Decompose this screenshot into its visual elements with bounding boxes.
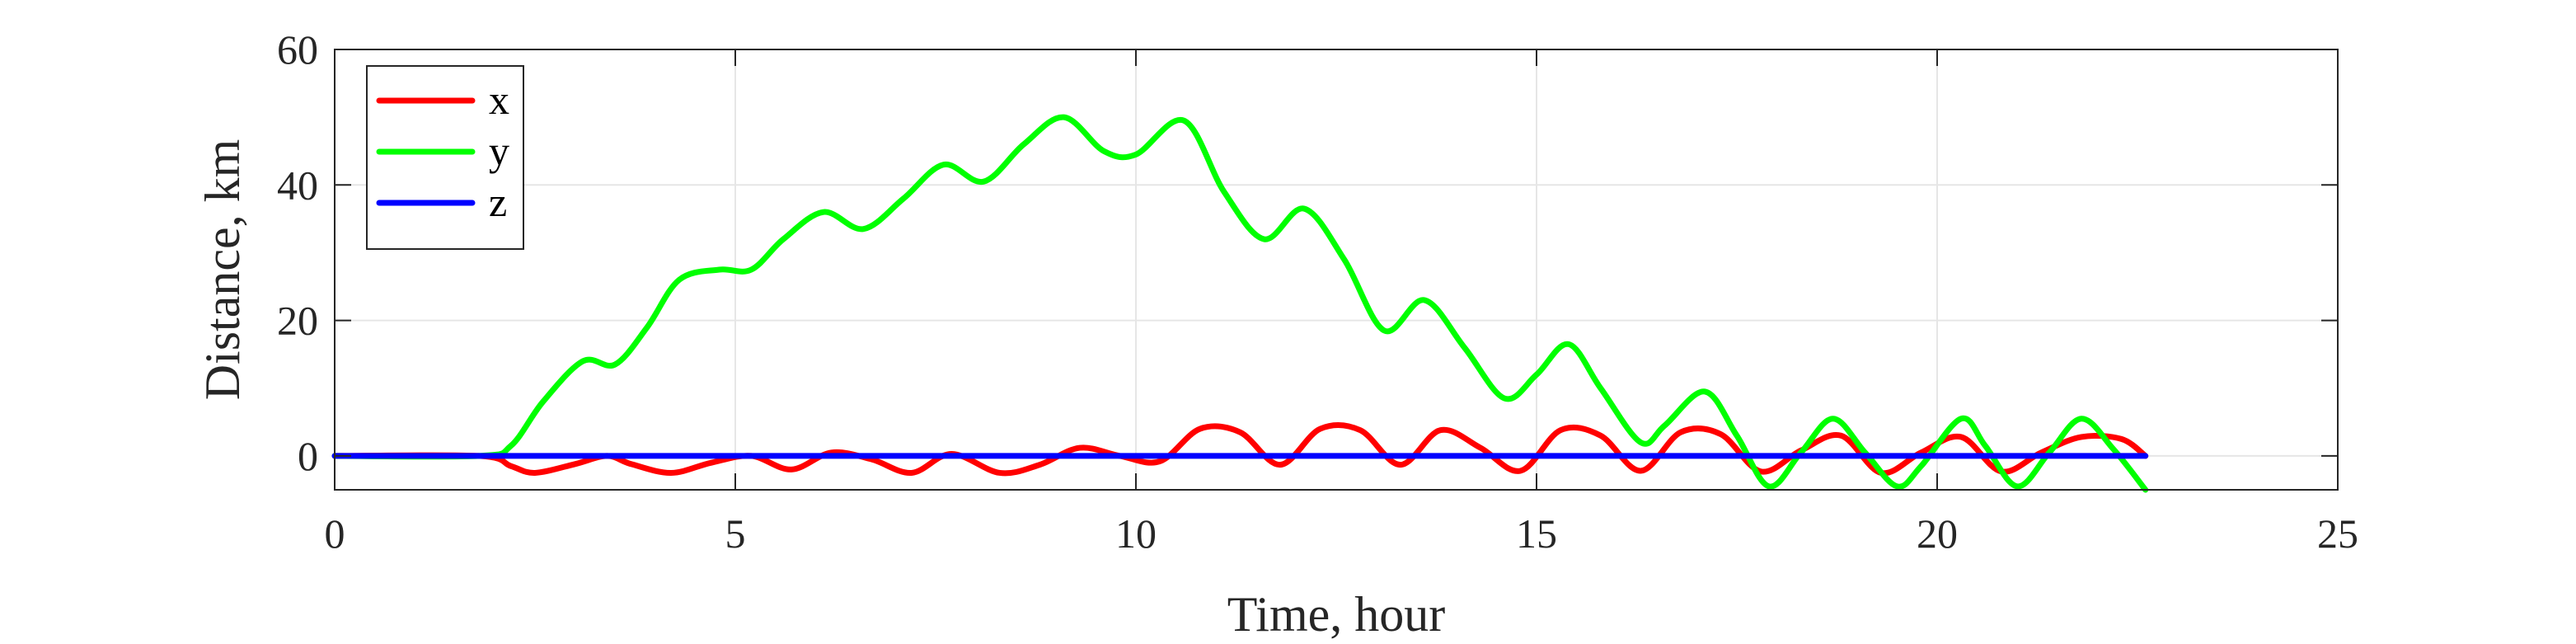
y-axis-label: Distance, km xyxy=(195,139,250,401)
x-tick-label: 15 xyxy=(1516,510,1557,557)
x-tick-label: 5 xyxy=(725,510,746,557)
legend: x y z xyxy=(366,65,524,250)
x-tick-label: 25 xyxy=(2317,510,2358,557)
x-tick-label: 0 xyxy=(325,510,345,557)
x-tick-label: 20 xyxy=(1917,510,1958,557)
y-tick-label: 40 xyxy=(277,162,318,208)
legend-label-x: x xyxy=(489,77,509,123)
legend-label-z: z xyxy=(489,179,507,225)
y-tick-label: 60 xyxy=(277,26,318,73)
tick-labels: 0 5 10 15 20 25 0 20 40 60 xyxy=(277,26,2358,557)
axis-ticks xyxy=(334,49,2339,490)
x-axis-label: Time, hour xyxy=(1227,587,1446,642)
y-tick-label: 20 xyxy=(277,298,318,344)
series-lines xyxy=(331,114,2149,493)
x-tick-label: 10 xyxy=(1115,510,1157,557)
y-tick-label: 0 xyxy=(298,433,318,479)
legend-box xyxy=(366,65,524,250)
legend-label-y: y xyxy=(489,128,509,174)
plot-area-border xyxy=(334,49,2339,491)
series-line-y xyxy=(331,114,2149,493)
